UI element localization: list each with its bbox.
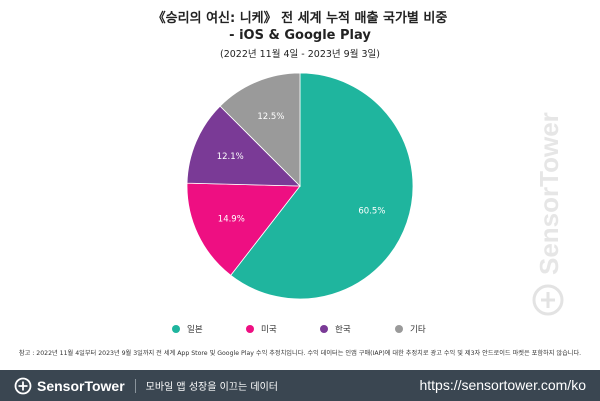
watermark-logo-icon <box>532 284 564 316</box>
pie-slice-label-2: 12.1% <box>217 152 244 162</box>
legend-swatch-3 <box>395 325 403 333</box>
legend-item-0: 일본 <box>172 323 203 335</box>
pie-slice-1 <box>186 182 301 276</box>
pie-slice-label-3: 12.5% <box>257 112 284 122</box>
chart-subtitle: (2022년 11월 4일 - 2023년 9월 3일) <box>220 49 380 60</box>
pie-slice-0 <box>230 72 414 300</box>
legend-swatch-2 <box>320 325 328 333</box>
pie-slice-label-1: 14.9% <box>218 215 245 225</box>
legend-item-1: 미국 <box>246 323 277 335</box>
sensortower-logo-icon <box>14 377 32 394</box>
legend: 일본 미국 한국 기타 <box>0 323 600 339</box>
footer-bar: SensorTower 모바일 앱 성장을 이끄는 데이터 https://se… <box>0 370 600 401</box>
footer-brand: SensorTower <box>37 377 125 394</box>
chart-title: 《승리의 여신: 니케》 전 세계 누적 매출 국가별 비중 - iOS & G… <box>0 10 600 44</box>
legend-swatch-0 <box>172 325 180 333</box>
legend-swatch-1 <box>246 325 254 333</box>
pie-slice-2 <box>186 105 301 187</box>
legend-item-2: 한국 <box>320 323 351 335</box>
legend-label-3: 기타 <box>410 325 426 335</box>
legend-label-0: 일본 <box>187 325 203 335</box>
legend-label-2: 한국 <box>335 325 351 335</box>
pie-slice-3 <box>219 72 301 187</box>
pie-chart: 60.5% 14.9% 12.1% 12.5% <box>186 72 414 300</box>
footer-tagline: 모바일 앱 성장을 이끄는 데이터 <box>145 382 278 393</box>
pie-slice-label-0: 60.5% <box>358 207 385 217</box>
legend-item-3: 기타 <box>395 323 426 335</box>
watermark: SensorTower <box>532 112 564 316</box>
footer-url-link[interactable]: https://sensortower.com/ko <box>419 377 586 393</box>
footer-logo[interactable]: SensorTower <box>14 377 125 395</box>
legend-label-1: 미국 <box>261 325 277 335</box>
chart-title-line2: - iOS & Google Play <box>229 28 371 43</box>
footer-divider <box>134 378 136 393</box>
watermark-text: SensorTower <box>534 112 564 275</box>
footnote: 참고 : 2022년 11월 4일부터 2023년 9월 3일까지 전 세계 A… <box>18 350 582 357</box>
chart-title-line1: 《승리의 여신: 니케》 전 세계 누적 매출 국가별 비중 <box>152 11 448 26</box>
